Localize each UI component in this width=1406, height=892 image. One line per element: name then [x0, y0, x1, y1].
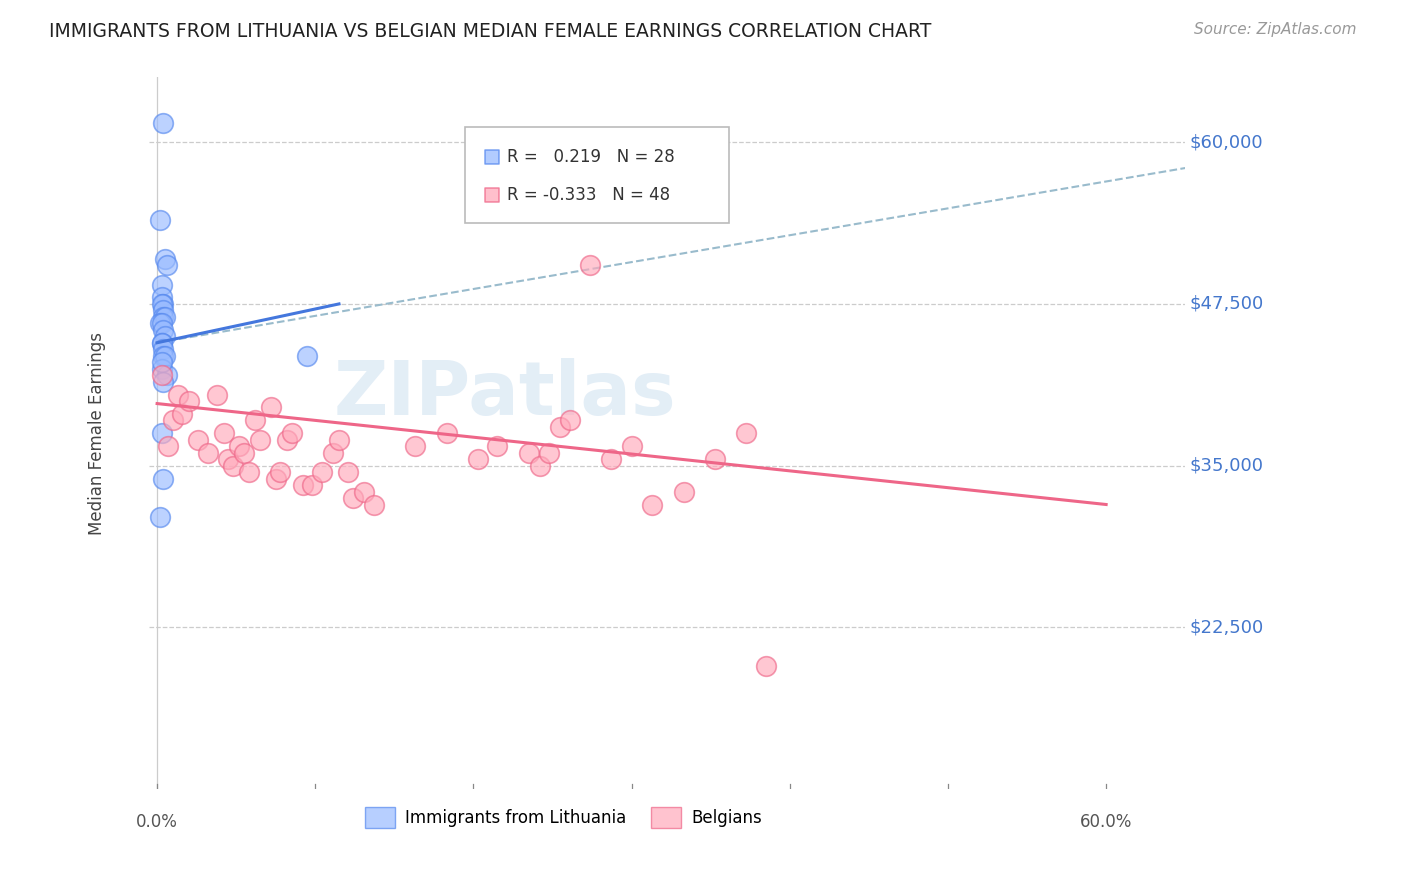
Text: ZIPatlas: ZIPatlas: [333, 358, 676, 431]
FancyBboxPatch shape: [465, 128, 730, 223]
Point: [150, 297, 173, 311]
Point: [353, 484, 375, 499]
Point: [150, 290, 173, 304]
Point: [152, 472, 174, 486]
Point: [517, 446, 540, 460]
Point: [276, 433, 298, 447]
Text: 60.0%: 60.0%: [1080, 813, 1132, 830]
Point: [152, 297, 174, 311]
Point: [197, 446, 219, 460]
Point: [249, 433, 271, 447]
Point: [672, 484, 695, 499]
Point: [311, 465, 333, 479]
Point: [233, 446, 256, 460]
Point: [641, 498, 664, 512]
Point: [297, 349, 319, 363]
Point: [328, 433, 350, 447]
Point: [280, 426, 302, 441]
Point: [187, 433, 209, 447]
Text: R = -0.333   N = 48: R = -0.333 N = 48: [506, 186, 669, 204]
Point: [152, 323, 174, 337]
Point: [260, 401, 283, 415]
Point: [150, 316, 173, 330]
Point: [337, 465, 360, 479]
Point: [152, 342, 174, 356]
Point: [150, 355, 173, 369]
Point: [177, 394, 200, 409]
Point: [152, 116, 174, 130]
Text: Median Female Earnings: Median Female Earnings: [89, 332, 105, 535]
Legend: Immigrants from Lithuania, Belgians: Immigrants from Lithuania, Belgians: [359, 801, 769, 834]
Point: [269, 465, 291, 479]
Point: [436, 426, 458, 441]
Point: [550, 420, 572, 434]
Point: [152, 349, 174, 363]
Point: [150, 361, 173, 376]
Point: [538, 446, 561, 460]
Point: [157, 439, 180, 453]
Point: [363, 498, 385, 512]
Point: [152, 310, 174, 324]
Text: $35,000: $35,000: [1189, 457, 1264, 475]
Point: [150, 368, 173, 383]
Text: R =   0.219   N = 28: R = 0.219 N = 28: [506, 148, 675, 166]
Point: [529, 458, 551, 473]
Point: [149, 316, 172, 330]
Point: [155, 368, 177, 383]
Point: [153, 329, 176, 343]
Point: [152, 303, 174, 318]
Point: [291, 478, 314, 492]
Point: [301, 478, 323, 492]
Text: Source: ZipAtlas.com: Source: ZipAtlas.com: [1194, 22, 1357, 37]
Point: [152, 375, 174, 389]
Point: [149, 510, 172, 524]
Point: [238, 465, 260, 479]
Point: [600, 452, 623, 467]
Point: [704, 452, 727, 467]
Point: [153, 252, 176, 266]
Point: [222, 458, 245, 473]
Point: [734, 426, 756, 441]
Point: [579, 258, 602, 272]
Point: [162, 413, 184, 427]
Text: $22,500: $22,500: [1189, 618, 1264, 637]
Point: [620, 439, 643, 453]
Point: [150, 335, 173, 350]
Point: [342, 491, 364, 505]
Point: [217, 452, 239, 467]
Point: [172, 407, 194, 421]
Text: $47,500: $47,500: [1189, 295, 1264, 313]
Point: [486, 439, 509, 453]
Point: [150, 277, 173, 292]
Point: [153, 349, 176, 363]
Text: IMMIGRANTS FROM LITHUANIA VS BELGIAN MEDIAN FEMALE EARNINGS CORRELATION CHART: IMMIGRANTS FROM LITHUANIA VS BELGIAN MED…: [49, 22, 932, 41]
Point: [150, 426, 173, 441]
Point: [467, 452, 489, 467]
Point: [149, 212, 172, 227]
Point: [212, 426, 235, 441]
Point: [228, 439, 250, 453]
Point: [150, 335, 173, 350]
Point: [404, 439, 426, 453]
Point: [558, 413, 581, 427]
Point: [155, 258, 177, 272]
Point: [205, 387, 228, 401]
Point: [243, 413, 266, 427]
Text: 0.0%: 0.0%: [136, 813, 179, 830]
Point: [166, 387, 188, 401]
Text: $60,000: $60,000: [1189, 133, 1264, 151]
Point: [153, 310, 176, 324]
Point: [755, 659, 778, 673]
Point: [322, 446, 344, 460]
Point: [264, 472, 287, 486]
